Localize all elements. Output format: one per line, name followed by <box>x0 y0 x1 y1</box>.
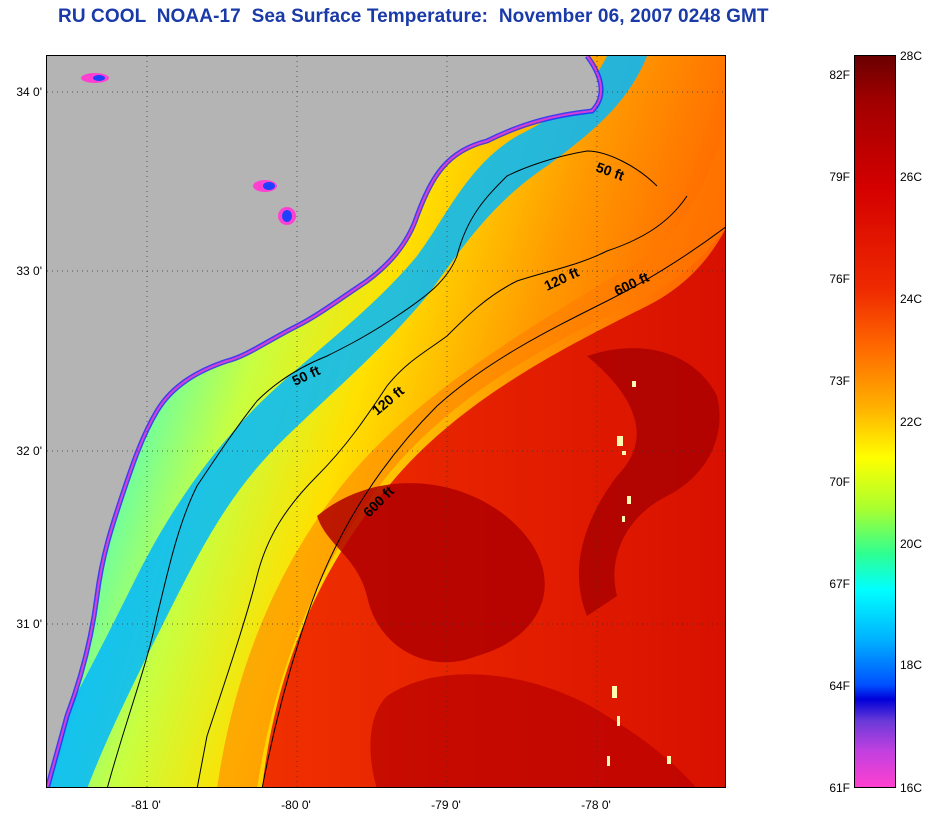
colorbar-f-64: 64F <box>829 679 850 693</box>
colorbar-c-28: 28C <box>900 49 923 63</box>
contour-50ft <box>107 150 658 787</box>
colorbar-c-22: 22C <box>900 415 923 429</box>
coastal-cold-band <box>47 56 647 787</box>
bathymetry-contours <box>107 150 725 787</box>
land <box>47 56 602 787</box>
lon-label-79: -79 0' <box>431 798 461 812</box>
lat-label-31: 31 0' <box>16 617 42 631</box>
lon-label-78: -78 0' <box>581 798 611 812</box>
temperature-colorbar <box>854 55 896 788</box>
colorbar-f-67: 67F <box>829 577 850 591</box>
colorbar-f-70: 70F <box>829 475 850 489</box>
cloud-speckles <box>607 381 671 766</box>
colorbar-c-16: 16C <box>900 781 923 795</box>
lon-label-80: -80 0' <box>281 798 311 812</box>
colorbar-f-76: 76F <box>829 272 850 286</box>
page-title: RU COOL NOAA-17 Sea Surface Temperature:… <box>58 6 769 27</box>
colorbar-c-18: 18C <box>900 658 923 672</box>
colorbar-c-24: 24C <box>900 292 923 306</box>
colorbar-f-73: 73F <box>829 374 850 388</box>
colorbar-c-26: 26C <box>900 170 923 184</box>
lat-label-33: 33 0' <box>16 264 42 278</box>
colorbar-c-20: 20C <box>900 537 923 551</box>
colorbar-f-82: 82F <box>829 68 850 82</box>
lon-label-81: -81 0' <box>131 798 161 812</box>
warm-core-filament <box>578 348 720 616</box>
contour-120ft <box>196 195 688 787</box>
graticule <box>47 56 725 787</box>
warm-core-eddy <box>317 483 545 663</box>
lat-label-32: 32 0' <box>16 444 42 458</box>
contour-600ft <box>261 226 725 787</box>
warm-core-south <box>370 674 696 787</box>
warm-transition <box>217 123 725 787</box>
colorbar-f-79: 79F <box>829 170 850 184</box>
sst-map: 50 ft 120 ft 600 ft 50 ft 120 ft 600 ft <box>46 55 726 788</box>
lat-label-34: 34 0' <box>16 85 42 99</box>
colorbar-f-61: 61F <box>829 781 850 795</box>
